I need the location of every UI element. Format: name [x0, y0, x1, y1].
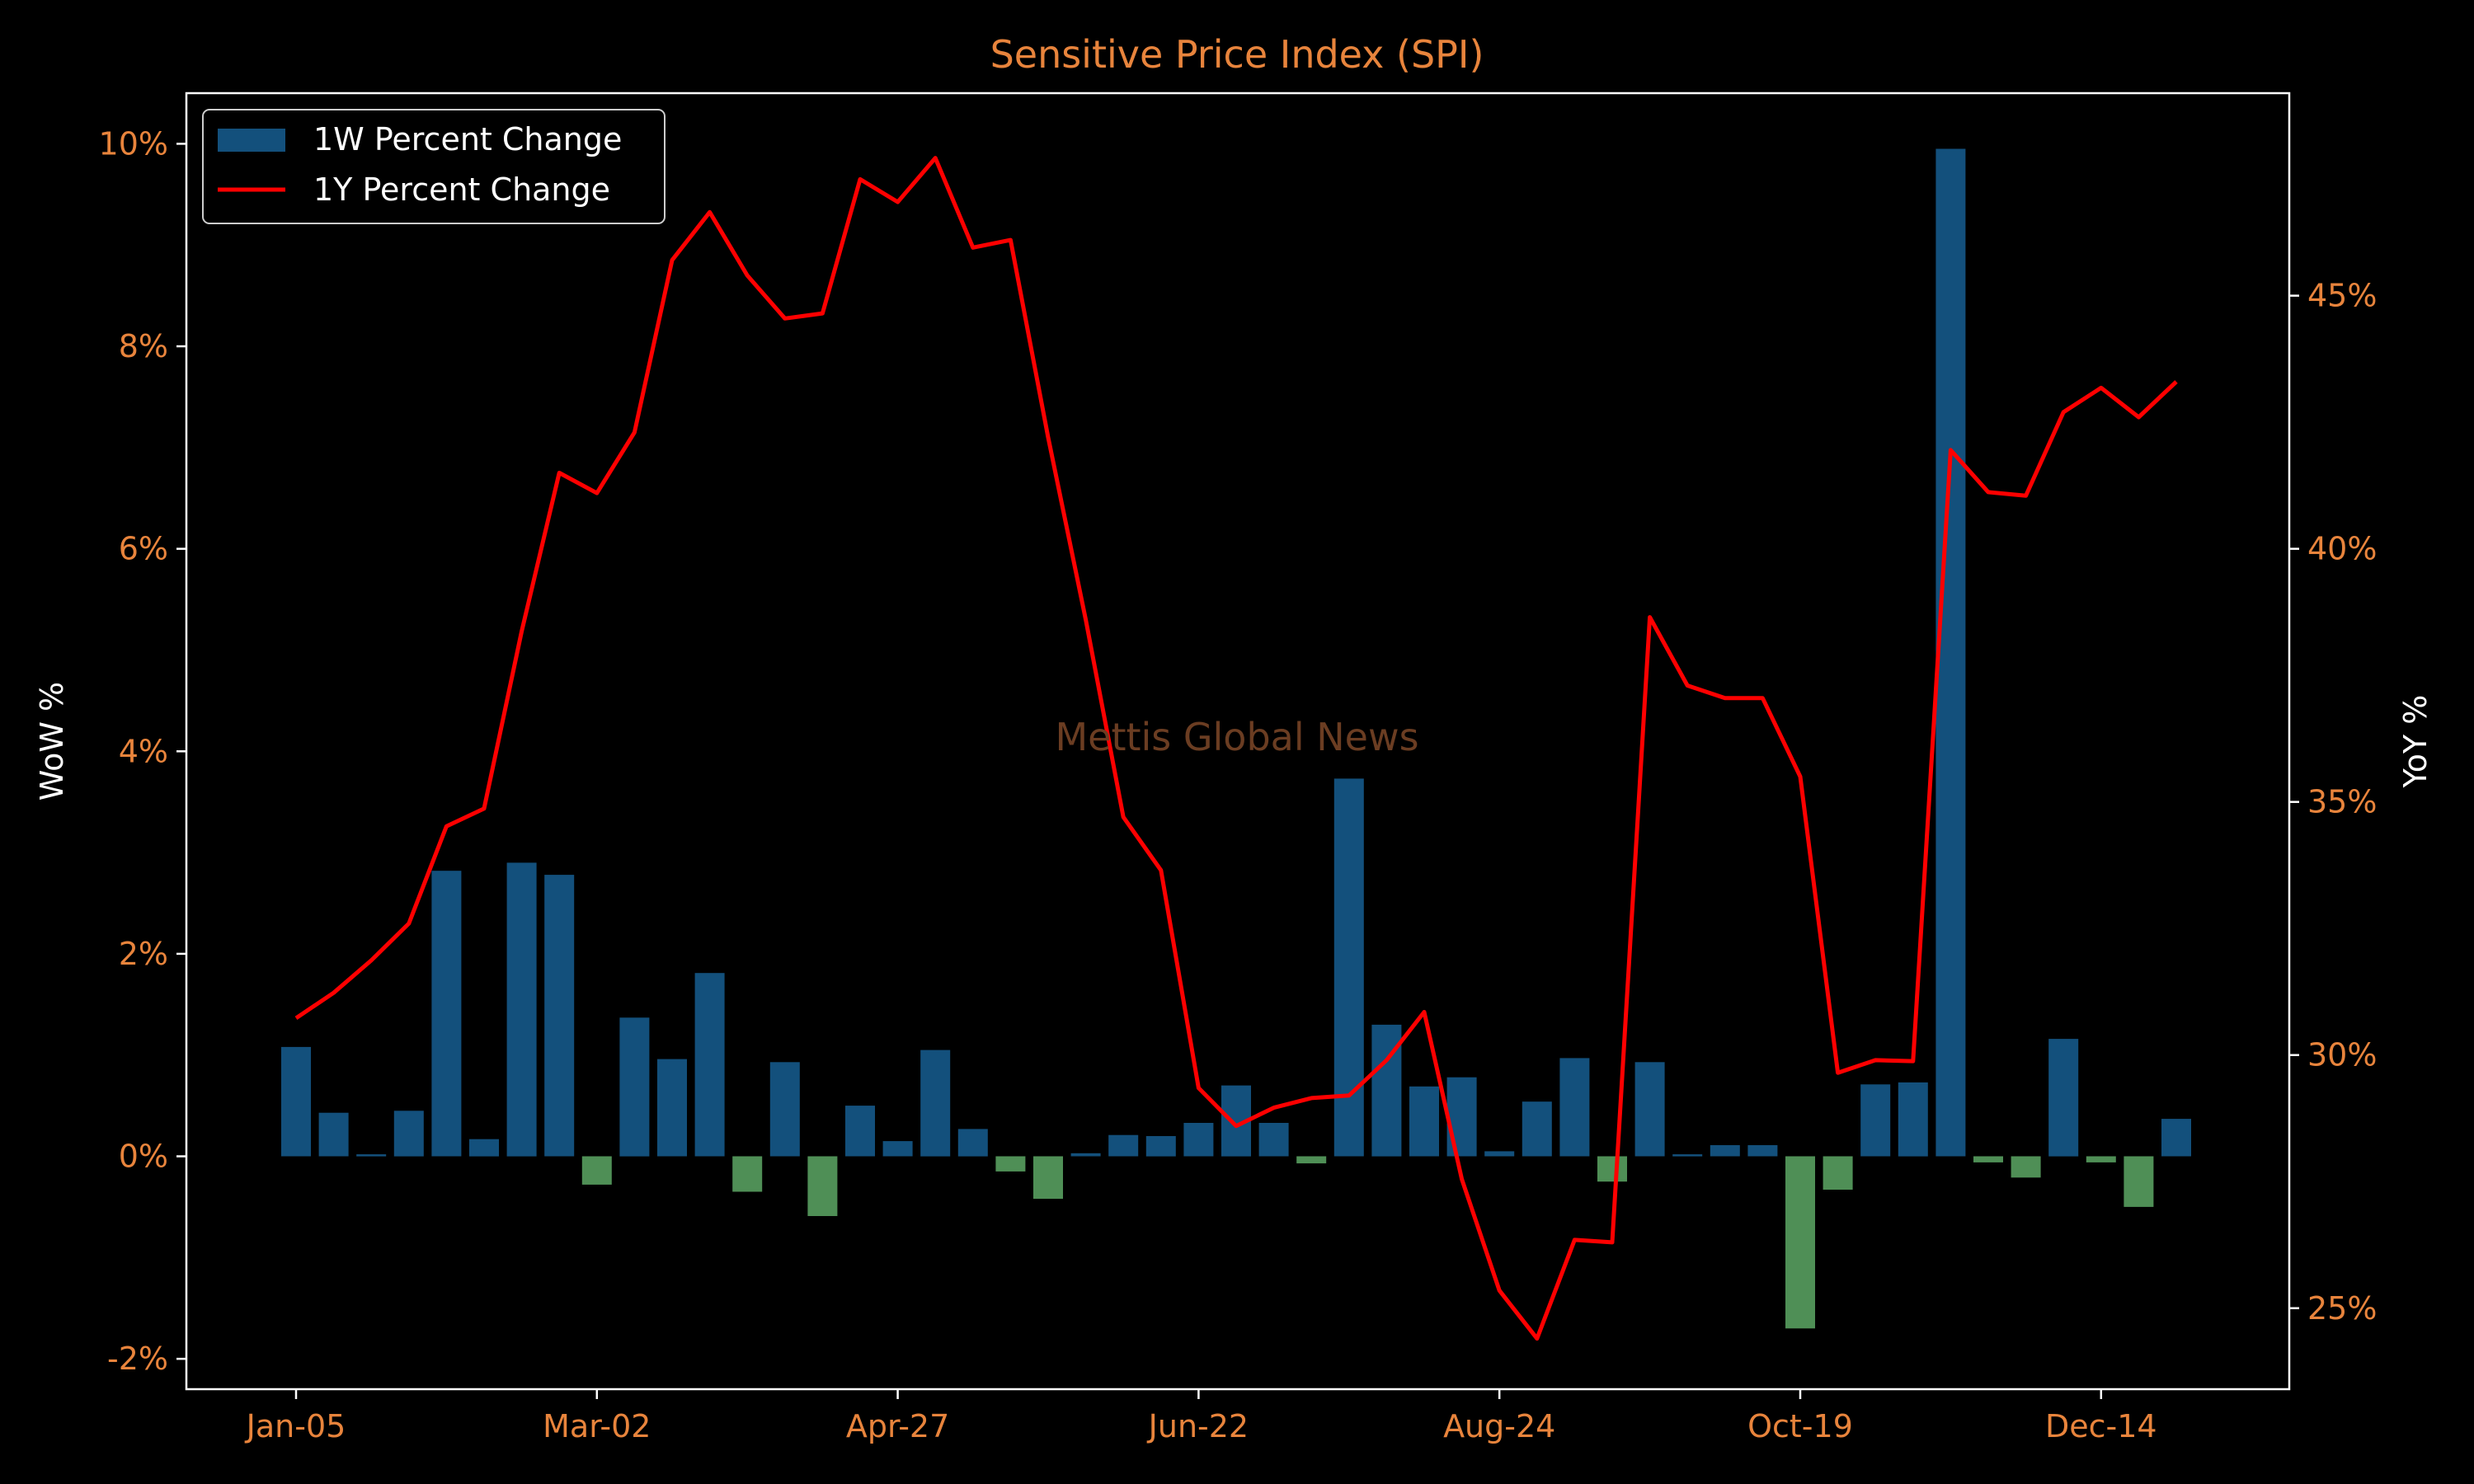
- weekly-bar: [2048, 1039, 2079, 1157]
- weekly-bar: [957, 1129, 988, 1157]
- weekly-bar: [1597, 1156, 1627, 1182]
- weekly-bar: [1522, 1101, 1552, 1157]
- weekly-bar: [318, 1112, 349, 1157]
- weekly-bar: [732, 1156, 763, 1192]
- legend-label-yearly: 1Y Percent Change: [313, 171, 610, 208]
- plot-area: [281, 148, 2191, 1341]
- right-tick-label: 40%: [2307, 531, 2377, 567]
- legend-bar-swatch: [218, 129, 285, 152]
- weekly-bar: [2086, 1156, 2116, 1162]
- x-tick-label: Apr-27: [846, 1408, 949, 1444]
- weekly-bar: [769, 1062, 800, 1157]
- weekly-bar: [1108, 1134, 1139, 1157]
- weekly-bar: [2161, 1119, 2191, 1157]
- weekly-bar: [581, 1156, 612, 1185]
- left-tick-label: 8%: [119, 328, 168, 364]
- right-tick-label: 25%: [2307, 1290, 2377, 1327]
- weekly-bar: [920, 1050, 951, 1157]
- weekly-bar: [1710, 1145, 1740, 1157]
- weekly-bar: [1296, 1156, 1327, 1164]
- right-tick-label: 45%: [2307, 278, 2377, 314]
- weekly-bar: [995, 1156, 1026, 1172]
- x-tick-label: Jun-22: [1147, 1408, 1249, 1444]
- x-tick-label: Oct-19: [1747, 1408, 1853, 1444]
- weekly-bar: [619, 1017, 650, 1157]
- weekly-bar: [356, 1154, 387, 1157]
- weekly-bar: [1033, 1156, 1063, 1200]
- weekly-bar: [1333, 778, 1364, 1157]
- x-tick-label: Jan-05: [245, 1408, 346, 1444]
- left-tick-label: 10%: [99, 125, 168, 162]
- weekly-bar: [544, 875, 575, 1157]
- yearly-change-line: [294, 156, 2178, 1341]
- weekly-bar: [694, 973, 725, 1157]
- right-axis-label: YoY %: [2397, 695, 2434, 789]
- weekly-bar: [1183, 1123, 1214, 1157]
- chart-title: Sensitive Price Index (SPI): [990, 32, 1484, 77]
- weekly-bar: [1145, 1136, 1176, 1157]
- weekly-bar: [1070, 1153, 1101, 1157]
- weekly-bar: [882, 1141, 913, 1157]
- axes-frame: [185, 92, 2291, 1391]
- weekly-bar: [657, 1059, 687, 1157]
- x-tick-label: Mar-02: [543, 1408, 651, 1444]
- weekly-bar: [1973, 1156, 2003, 1162]
- weekly-bar: [431, 871, 462, 1157]
- weekly-bar: [1860, 1084, 1891, 1157]
- weekly-bar: [2011, 1156, 2041, 1178]
- left-tick-label: -2%: [107, 1341, 168, 1377]
- left-axis-label: WoW %: [34, 682, 70, 801]
- legend-box: [202, 109, 666, 224]
- weekly-bar: [1409, 1086, 1439, 1157]
- weekly-bar: [469, 1139, 499, 1157]
- left-tick-label: 6%: [119, 531, 168, 567]
- axis-ticks: -2% 0% 2% 4% 6% 8% 10% 25% 30% 35% 40% 45% Jan-05 Mar…: [99, 125, 2378, 1444]
- weekly-bar: [281, 1046, 311, 1157]
- left-tick-label: 0%: [119, 1139, 168, 1175]
- weekly-bar: [1484, 1151, 1515, 1157]
- right-tick-label: 30%: [2307, 1037, 2377, 1073]
- weekly-bar: [393, 1111, 424, 1157]
- weekly-bar: [2124, 1156, 2154, 1207]
- left-tick-label: 2%: [119, 936, 168, 972]
- weekly-bar: [1634, 1062, 1665, 1157]
- weekly-bar: [1898, 1082, 1928, 1157]
- weekly-bar: [807, 1156, 838, 1216]
- weekly-bar: [506, 862, 537, 1157]
- watermark-text: Mettis Global News: [1055, 715, 1418, 759]
- weekly-bar: [1446, 1077, 1477, 1157]
- right-tick-label: 35%: [2307, 784, 2377, 820]
- weekly-bar: [845, 1106, 875, 1157]
- x-tick-label: Dec-14: [2045, 1408, 2157, 1444]
- weekly-bar: [1785, 1156, 1815, 1329]
- left-tick-label: 4%: [119, 733, 168, 769]
- weekly-bar: [1935, 148, 1966, 1157]
- weekly-bar: [1823, 1156, 1853, 1190]
- weekly-bar: [1258, 1123, 1289, 1157]
- legend-label-weekly: 1W Percent Change: [313, 121, 622, 157]
- legend: 1W Percent Change 1Y Percent Change: [202, 109, 666, 224]
- weekly-bar: [1747, 1145, 1778, 1157]
- weekly-bar: [1672, 1154, 1703, 1157]
- x-tick-label: Aug-24: [1443, 1408, 1555, 1444]
- weekly-bar: [1559, 1058, 1590, 1157]
